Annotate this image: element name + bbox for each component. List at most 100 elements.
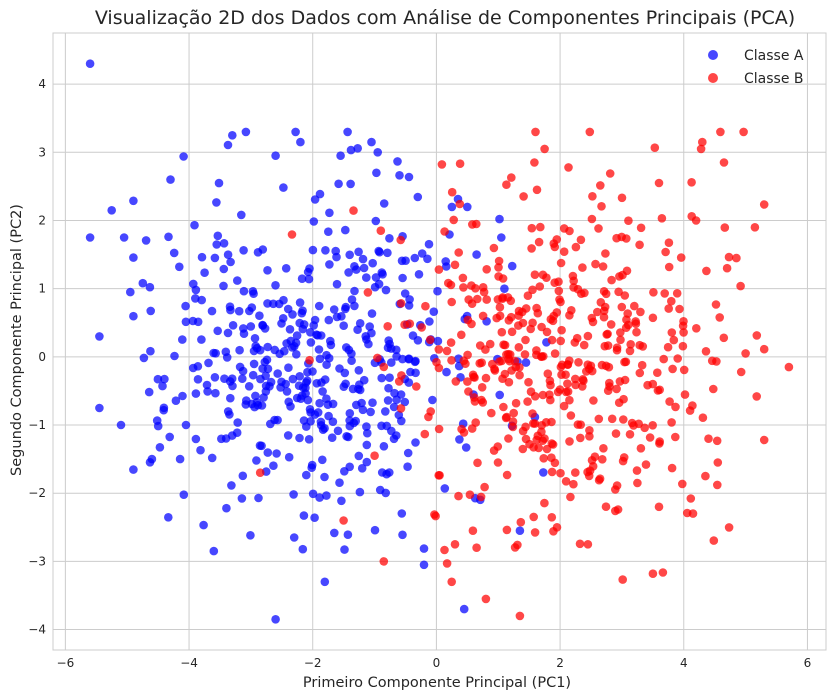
- data-point: [680, 390, 690, 399]
- data-point: [587, 313, 597, 323]
- data-point: [322, 360, 331, 370]
- data-point: [722, 263, 732, 273]
- data-point: [615, 377, 625, 386]
- data-point: [425, 335, 435, 345]
- data-point: [613, 505, 623, 514]
- data-point: [384, 383, 393, 393]
- data-point: [495, 302, 505, 312]
- data-point: [504, 377, 514, 387]
- x-tick-label: 0: [433, 656, 441, 670]
- data-point: [197, 295, 206, 305]
- data-point: [688, 509, 698, 518]
- data-point: [433, 336, 443, 346]
- data-point: [287, 230, 297, 239]
- data-point: [481, 373, 491, 383]
- data-point: [371, 216, 381, 226]
- data-point: [411, 356, 420, 366]
- data-point: [296, 137, 305, 147]
- data-point: [556, 468, 565, 478]
- data-point: [636, 223, 646, 233]
- data-point: [648, 569, 658, 578]
- data-point: [343, 530, 353, 539]
- data-point: [315, 398, 324, 408]
- data-point: [458, 273, 468, 283]
- data-point: [585, 127, 595, 137]
- data-point: [302, 376, 312, 386]
- data-point: [442, 346, 452, 356]
- data-point: [481, 345, 490, 354]
- data-point: [379, 362, 389, 372]
- data-point: [701, 471, 710, 481]
- data-point: [228, 321, 238, 330]
- data-point: [571, 374, 580, 384]
- data-point: [95, 332, 104, 341]
- data-point: [552, 523, 562, 532]
- data-point: [295, 298, 305, 307]
- data-point: [578, 263, 587, 272]
- data-point: [359, 263, 369, 273]
- data-point: [367, 328, 376, 338]
- data-point: [594, 224, 603, 233]
- data-point: [355, 487, 365, 497]
- data-point: [591, 259, 600, 269]
- data-point: [424, 239, 434, 249]
- data-point: [347, 356, 356, 366]
- data-point: [564, 163, 573, 172]
- data-point: [509, 408, 518, 418]
- data-point: [547, 335, 557, 345]
- data-point: [284, 363, 293, 373]
- data-point: [333, 426, 343, 436]
- data-point: [413, 336, 423, 345]
- data-point: [318, 387, 327, 396]
- data-point: [502, 525, 512, 535]
- data-point: [271, 281, 280, 290]
- data-point: [239, 246, 248, 255]
- data-point: [271, 615, 280, 624]
- data-point: [326, 336, 335, 346]
- data-point: [335, 364, 344, 373]
- data-point: [550, 278, 559, 288]
- data-point: [214, 178, 224, 188]
- data-point: [679, 328, 688, 337]
- data-point: [480, 482, 489, 492]
- data-point: [147, 454, 157, 464]
- data-point: [196, 445, 205, 455]
- data-point: [612, 343, 622, 353]
- data-point: [295, 372, 305, 381]
- data-point: [447, 297, 457, 307]
- data-point: [441, 257, 451, 266]
- data-point: [447, 202, 457, 212]
- data-point: [349, 206, 358, 215]
- data-point: [660, 289, 669, 298]
- data-point: [396, 235, 406, 245]
- data-point: [367, 137, 376, 147]
- data-point: [470, 397, 480, 406]
- data-point: [550, 458, 560, 468]
- data-point: [297, 308, 307, 318]
- data-point: [507, 173, 516, 182]
- data-point: [616, 335, 625, 345]
- data-point: [576, 433, 585, 443]
- data-point: [370, 451, 379, 461]
- data-point: [253, 248, 263, 257]
- data-point: [741, 349, 750, 358]
- data-point: [379, 199, 389, 208]
- data-point: [569, 276, 578, 286]
- data-point: [566, 411, 576, 420]
- data-point: [461, 443, 471, 452]
- data-point: [158, 381, 167, 391]
- data-point: [580, 288, 589, 298]
- data-point: [379, 557, 389, 566]
- data-point: [638, 342, 648, 351]
- data-point: [350, 262, 359, 271]
- data-point: [556, 362, 566, 372]
- data-point: [612, 481, 622, 490]
- data-point: [595, 474, 605, 484]
- data-point: [650, 143, 660, 152]
- data-point: [145, 282, 155, 292]
- data-point: [281, 264, 291, 273]
- data-point: [420, 429, 430, 439]
- data-point: [518, 426, 528, 436]
- data-point: [622, 234, 631, 243]
